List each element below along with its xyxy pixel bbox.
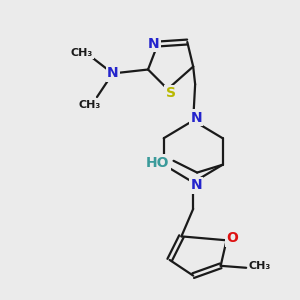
Text: S: S bbox=[166, 86, 176, 100]
Text: N: N bbox=[190, 111, 202, 124]
Text: HO: HO bbox=[146, 156, 169, 170]
Text: O: O bbox=[226, 231, 238, 245]
Text: N: N bbox=[148, 37, 160, 51]
Text: CH₃: CH₃ bbox=[249, 261, 271, 271]
Text: N: N bbox=[107, 66, 118, 80]
Text: CH₃: CH₃ bbox=[78, 100, 100, 110]
Text: CH₃: CH₃ bbox=[70, 48, 92, 58]
Text: N: N bbox=[190, 178, 202, 192]
